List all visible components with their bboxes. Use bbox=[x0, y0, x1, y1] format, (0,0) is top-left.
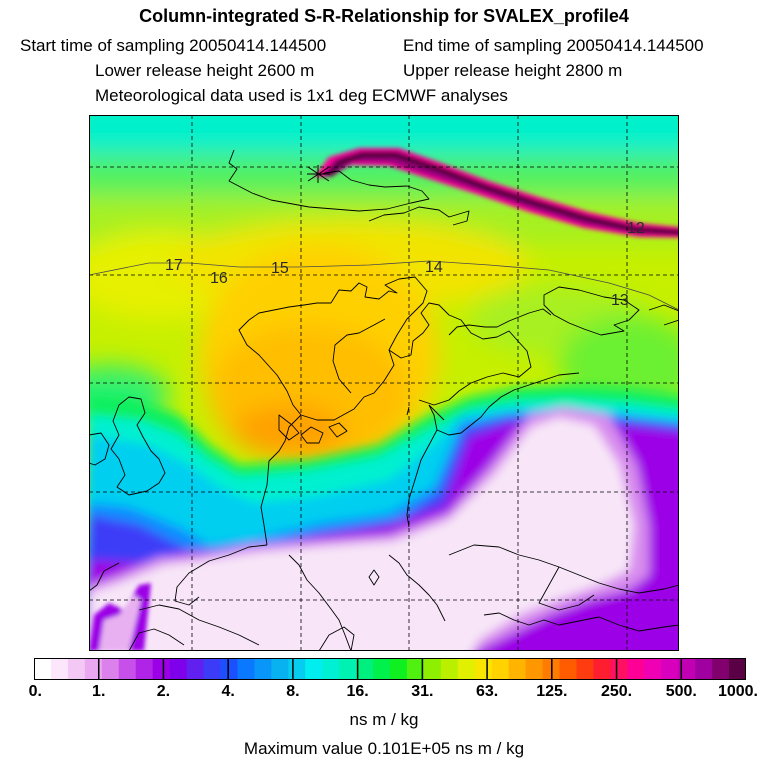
colorbar bbox=[34, 658, 746, 680]
colorbar-cell bbox=[627, 658, 645, 680]
colorbar-cell bbox=[491, 658, 510, 680]
colorbar-cell bbox=[373, 658, 391, 680]
colorbar-cell bbox=[712, 658, 730, 680]
colorbar-cell bbox=[169, 658, 188, 680]
trajectory-line bbox=[89, 260, 679, 311]
day-label: 15 bbox=[271, 260, 289, 277]
colorbar-tick-label: 500. bbox=[665, 683, 697, 700]
colorbar-cell bbox=[271, 658, 289, 680]
colorbar-cell bbox=[152, 658, 171, 680]
colorbar-cell bbox=[288, 658, 306, 680]
colorbar-cell bbox=[305, 658, 323, 680]
colorbar-frame bbox=[34, 658, 746, 680]
colorbar-cell bbox=[390, 658, 408, 680]
colorbar-cell bbox=[576, 658, 595, 680]
colorbar-cell bbox=[220, 658, 239, 680]
met-data-label: Meteorological data used is 1x1 deg ECMW… bbox=[95, 86, 508, 105]
colorbar-cell bbox=[186, 658, 205, 680]
colorbar-cell bbox=[322, 658, 340, 680]
colorbar-cell bbox=[34, 658, 52, 680]
colorbar-ticks: 0. 1. 2. 4. 8. 16. 31. 63. 125. 250. 500… bbox=[0, 683, 768, 703]
colorbar-cell bbox=[695, 658, 713, 680]
colorbar-cell bbox=[678, 658, 696, 680]
start-time-label: Start time of sampling 20050414.144500 bbox=[20, 36, 327, 55]
colorbar-cell bbox=[101, 658, 120, 680]
colorbar-cell bbox=[237, 658, 255, 680]
colorbar-cell bbox=[423, 658, 442, 680]
colorbar-tick-label: 125. bbox=[536, 683, 568, 700]
lower-height-label: Lower release height 2600 m bbox=[95, 61, 315, 80]
field-layer: 17 16 15 14 13 12 bbox=[89, 115, 679, 651]
colorbar-cell bbox=[440, 658, 459, 680]
colorbar-cell bbox=[339, 658, 357, 680]
upper-height-label: Upper release height 2800 m bbox=[403, 61, 623, 80]
colorbar-cell bbox=[84, 658, 103, 680]
day-label: 17 bbox=[165, 257, 183, 274]
graticule bbox=[89, 115, 679, 651]
colorbar-tick-label: 8. bbox=[286, 683, 300, 700]
colorbar-cell bbox=[67, 658, 86, 680]
colorbar-dividers bbox=[97, 658, 683, 680]
colorbar-cell bbox=[406, 658, 425, 680]
colorbar-tick-label: 1. bbox=[92, 683, 106, 700]
colorbar-cell bbox=[525, 658, 544, 680]
colorbar-tick-label: 31. bbox=[411, 683, 434, 700]
day-label: 16 bbox=[210, 270, 228, 287]
release-site-marker bbox=[307, 165, 330, 183]
map-frame bbox=[89, 115, 679, 651]
colorbar-cell bbox=[661, 658, 679, 680]
coastlines bbox=[89, 149, 679, 651]
colorbar-tick-label: 4. bbox=[221, 683, 235, 700]
colorbar-cell bbox=[593, 658, 611, 680]
day-label: 12 bbox=[627, 220, 645, 237]
max-value-label: Maximum value 0.101E+05 ns m / kg bbox=[243, 739, 525, 758]
colorbar-cell bbox=[254, 658, 272, 680]
colorbar-cell bbox=[644, 658, 662, 680]
day-label: 13 bbox=[611, 292, 629, 309]
colorbar-cell bbox=[135, 658, 154, 680]
colorbar-cell bbox=[118, 658, 137, 680]
colorbar-tick-label: 16. bbox=[346, 683, 369, 700]
colorbar-tick-label: 2. bbox=[156, 683, 171, 700]
colorbar-tick-label: 1000. bbox=[717, 683, 759, 700]
colorbar-tick-label: 63. bbox=[475, 683, 499, 700]
sensitivity-map: 17 16 15 14 13 12 bbox=[89, 115, 679, 651]
colorbar-units: ns m / kg bbox=[349, 710, 419, 729]
colorbar-cells bbox=[34, 658, 746, 680]
colorbar-cell bbox=[50, 658, 69, 680]
colorbar-cell bbox=[203, 658, 222, 680]
figure-title: Column-integrated S-R-Relationship for S… bbox=[139, 6, 629, 26]
end-time-label: End time of sampling 20050414.144500 bbox=[403, 36, 704, 55]
colorbar-cell bbox=[610, 658, 628, 680]
colorbar-tick-label: 0. bbox=[28, 683, 43, 700]
colorbar-cell bbox=[729, 658, 746, 680]
colorbar-cell bbox=[559, 658, 578, 680]
day-label: 14 bbox=[425, 259, 443, 276]
colorbar-cell bbox=[457, 658, 476, 680]
colorbar-tick-label: 250. bbox=[600, 683, 633, 700]
colorbar-cell bbox=[474, 658, 493, 680]
colorbar-cell bbox=[356, 658, 374, 680]
colorbar-cell bbox=[508, 658, 527, 680]
